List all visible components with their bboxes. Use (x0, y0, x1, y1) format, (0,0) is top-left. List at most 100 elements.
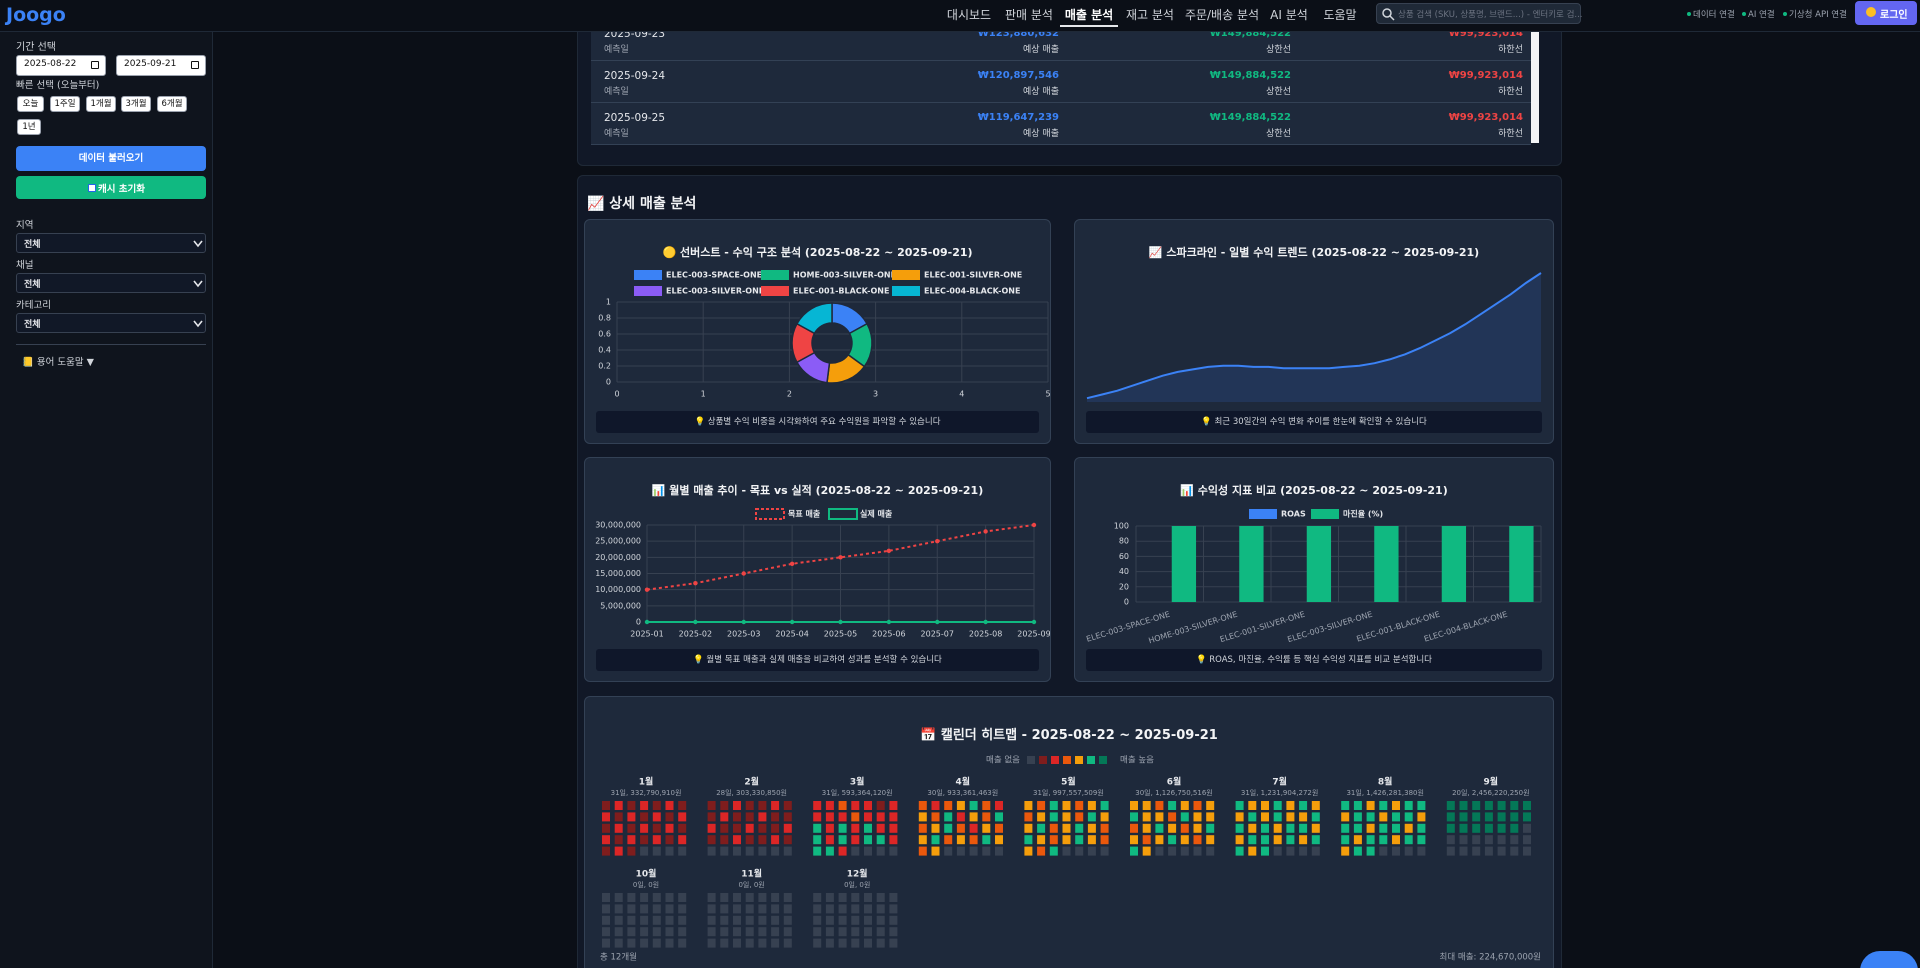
tick-label: 20 (1119, 582, 1129, 591)
tick-label: 2025-02 (679, 630, 712, 639)
month-summary: 30일, 933,361,463원 (927, 788, 998, 797)
chart-title: 📈 스파크라인 - 일별 수익 트렌드 (2025-08-22 ~ 2025-0… (1148, 246, 1480, 259)
date-input[interactable] (116, 55, 206, 76)
day-cell (1235, 801, 1244, 810)
day-cell (1261, 823, 1269, 833)
day-cell (969, 835, 978, 845)
legend-swatch (1311, 509, 1339, 519)
day-cell (627, 846, 636, 856)
chat-button[interactable] (1860, 951, 1918, 968)
day-cell (1510, 812, 1519, 822)
day-cell (838, 812, 847, 822)
empty-cell (889, 893, 898, 902)
day-cell (1193, 801, 1202, 810)
day-cell (614, 801, 623, 810)
nav-item[interactable]: AI 분석 (1270, 8, 1308, 22)
month-name: 7월 (1272, 776, 1287, 788)
doughnut-slice (795, 302, 833, 335)
day-cell (745, 835, 754, 845)
day-cell (1273, 801, 1282, 810)
forecast-date: 2025-09-24 (604, 70, 666, 82)
filter-select[interactable] (16, 233, 206, 253)
cache-button[interactable] (16, 176, 206, 199)
cache-label: 캐시 초기화 (98, 184, 146, 195)
legend-label: HOME-003-SILVER-ONE (793, 271, 896, 280)
day-cell (1497, 835, 1506, 845)
tick-label: 3 (873, 390, 878, 399)
filter-value: 전체 (24, 320, 41, 330)
day-cell (956, 835, 965, 845)
day-cell (1484, 801, 1493, 810)
day-cell (1248, 823, 1257, 833)
chart-note: 💡 월별 목표 매출과 실제 매출을 비교하여 성과를 분석할 수 있습니다 (596, 649, 1039, 671)
day-cell (1523, 823, 1531, 833)
quick-button[interactable]: 6개월 (157, 96, 187, 112)
day-cell (1049, 812, 1058, 822)
load-button[interactable]: 데이터 불러오기 (16, 146, 206, 171)
empty-cell (640, 927, 649, 937)
nav-item[interactable]: 매출 분석 (1064, 8, 1114, 22)
day-cell (1311, 835, 1320, 845)
tick-label: 60 (1119, 552, 1129, 561)
glossary-toggle[interactable]: 📒 용어 도움말 ▼ (22, 357, 94, 368)
filter-label: 지역 (16, 220, 34, 231)
day-cell (1130, 846, 1138, 856)
day-cell (1130, 801, 1138, 810)
day-cell (1024, 823, 1033, 833)
day-cell (1286, 801, 1295, 810)
day-cell (969, 801, 978, 810)
date-input[interactable] (16, 55, 106, 76)
day-cell (1100, 835, 1109, 845)
day-cell (1404, 812, 1413, 822)
day-cell (813, 801, 822, 810)
day-cell (1037, 812, 1046, 822)
empty-cell (825, 938, 834, 948)
day-cell (707, 823, 716, 833)
day-cell (825, 801, 834, 810)
filter-select[interactable] (16, 313, 206, 333)
day-cell (1404, 801, 1413, 810)
empty-cell (982, 846, 991, 856)
day-cell (1248, 812, 1257, 822)
day-cell (1286, 812, 1295, 822)
forecast-lower: ₩99,923,014 (1448, 28, 1523, 39)
day-cell (678, 801, 687, 810)
quick-button[interactable]: 오늘 (17, 96, 44, 112)
nav-item[interactable]: 대시보드 (946, 8, 992, 22)
tick-label: 1 (606, 298, 611, 307)
area-fill (1087, 273, 1541, 402)
quick-button[interactable]: 1개월 (86, 96, 116, 112)
day-cell (1341, 835, 1350, 845)
login-button[interactable] (1855, 1, 1917, 25)
quick-button[interactable]: 1주일 (50, 96, 80, 112)
empty-cell (783, 893, 792, 902)
nav-item[interactable]: 주문/배송 분석 (1184, 8, 1260, 22)
nav-item[interactable]: 도움말 (1323, 8, 1357, 22)
tick-label: 30,000,000 (595, 521, 641, 530)
empty-cell (851, 904, 860, 914)
day-cell (825, 846, 834, 856)
day-cell (1024, 835, 1033, 845)
filter-select[interactable] (16, 273, 206, 293)
day-cell (1100, 812, 1109, 822)
tick-label: 0.4 (598, 346, 611, 355)
series-point (789, 561, 795, 566)
empty-cell (707, 938, 716, 948)
legend-label: 실제 매출 (860, 509, 893, 519)
quick-button[interactable]: 3개월 (121, 96, 151, 112)
tick-label: 2025-04 (775, 630, 808, 639)
empty-cell (758, 927, 767, 937)
nav-item[interactable]: 판매 분석 (1005, 8, 1053, 22)
legend-swatch (1249, 509, 1277, 519)
day-cell (1366, 835, 1375, 845)
day-cell (876, 801, 885, 810)
quick-button[interactable]: 1년 (17, 119, 41, 135)
empty-cell (838, 893, 847, 902)
day-cell (1353, 801, 1362, 810)
empty-cell (889, 927, 898, 937)
status-dot (1742, 12, 1746, 16)
nav-item[interactable]: 재고 분석 (1126, 8, 1174, 22)
search-box[interactable] (1376, 3, 1581, 24)
day-cell (1446, 835, 1455, 845)
